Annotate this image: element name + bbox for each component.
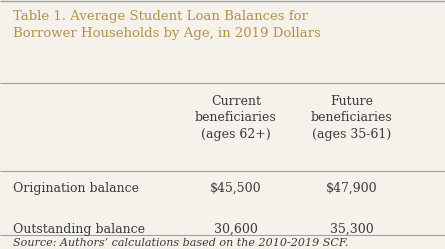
Text: Origination balance: Origination balance [13, 182, 139, 195]
Text: 30,600: 30,600 [214, 223, 258, 236]
Text: Source: Authors’ calculations based on the 2010-2019 SCF.: Source: Authors’ calculations based on t… [13, 238, 349, 248]
Text: Current
beneficiaries
(ages 62+): Current beneficiaries (ages 62+) [195, 95, 277, 141]
Text: Outstanding balance: Outstanding balance [13, 223, 146, 236]
Text: 35,300: 35,300 [330, 223, 373, 236]
Text: $47,900: $47,900 [326, 182, 377, 195]
Text: Table 1. Average Student Loan Balances for
Borrower Households by Age, in 2019 D: Table 1. Average Student Loan Balances f… [13, 10, 321, 40]
Text: $45,500: $45,500 [210, 182, 262, 195]
Text: Future
beneficiaries
(ages 35-61): Future beneficiaries (ages 35-61) [311, 95, 392, 141]
